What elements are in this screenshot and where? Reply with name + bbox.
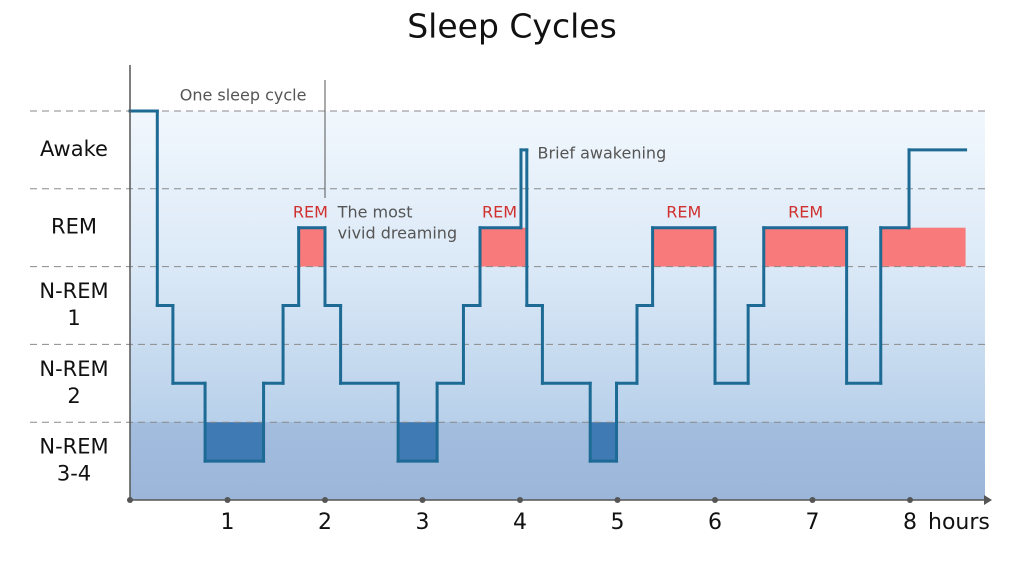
- stage-label: 3-4: [57, 462, 91, 486]
- rem-period: [652, 227, 715, 267]
- stage-label: Awake: [40, 137, 108, 161]
- stage-label: N-REM: [39, 357, 108, 381]
- x-axis-label: hours: [928, 510, 990, 535]
- axis-origin: [127, 497, 133, 503]
- stage-label: N-REM: [39, 279, 108, 303]
- x-tick: [517, 497, 523, 503]
- x-tick-label: 4: [513, 510, 527, 535]
- x-tick: [809, 497, 816, 503]
- rem-period: [909, 227, 966, 267]
- annotation: REM: [482, 202, 517, 221]
- annotation: Brief awakening: [538, 143, 667, 162]
- stage-label: REM: [51, 215, 97, 239]
- rem-period: [880, 227, 910, 267]
- deep-sleep-period: [398, 422, 438, 462]
- x-tick: [614, 497, 621, 503]
- x-tick-label: 7: [806, 510, 820, 535]
- x-tick: [712, 497, 718, 503]
- x-tick: [224, 497, 231, 503]
- annotation: REM: [666, 202, 701, 221]
- rem-period: [298, 227, 325, 267]
- stage-label: N-REM: [39, 435, 108, 459]
- stage-label: 2: [67, 384, 80, 408]
- deep-sleep-period: [205, 422, 264, 462]
- x-tick-label: 1: [221, 510, 235, 535]
- annotation: The most: [337, 202, 413, 221]
- x-tick-label: 5: [611, 510, 625, 535]
- plot-area: 1 2 3 4 5 6 7 8 hours Awake REM N-REM 1 N-REM 2 N-REM 3-…: [30, 65, 992, 535]
- x-tick-label: 2: [318, 510, 332, 535]
- annotation: vivid dreaming: [338, 223, 457, 242]
- rem-period: [763, 227, 847, 267]
- deep-sleep-period: [590, 422, 617, 462]
- x-tick: [907, 497, 913, 503]
- plot-background: [130, 111, 985, 500]
- x-tick-label: 6: [708, 510, 722, 535]
- stage-label: 1: [67, 306, 80, 330]
- x-axis-arrow: [984, 495, 992, 505]
- x-tick-label: 3: [416, 510, 430, 535]
- x-tick-label: 8: [903, 510, 917, 535]
- x-tick: [419, 497, 426, 503]
- annotation: REM: [293, 202, 328, 221]
- x-tick: [322, 497, 328, 503]
- annotation: REM: [788, 202, 823, 221]
- chart-title: Sleep Cycles: [407, 7, 617, 46]
- rem-period: [520, 227, 527, 267]
- rem-period: [480, 227, 521, 267]
- annotation: One sleep cycle: [180, 86, 307, 105]
